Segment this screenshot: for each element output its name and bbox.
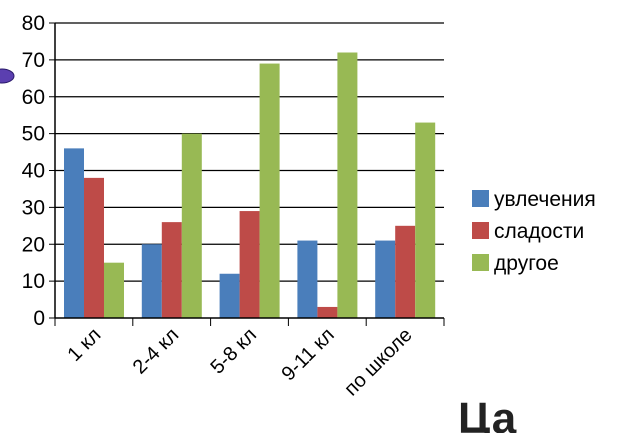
y-tick-label: 10 — [22, 270, 45, 293]
bar-сладости-1 кл — [84, 177, 104, 318]
y-tick-label: 80 — [22, 12, 45, 35]
bars — [64, 52, 436, 318]
x-axis-labels: 1 кл 2-4 кл 5-8 кл 9-11 кл по школе — [63, 324, 416, 400]
bar-увлечения-9-11 кл — [297, 240, 318, 318]
y-axis-ticks: 0 10 20 30 40 50 60 70 80 — [22, 12, 55, 330]
legend-label: увлечения — [494, 188, 596, 211]
legend-swatch — [472, 254, 489, 271]
bar-увлечения-5-8 кл — [219, 273, 240, 318]
partial-heading-text: Ца — [458, 394, 517, 433]
x-category-label: 2-4 кл — [129, 324, 184, 379]
x-category-label: 5-8 кл — [207, 324, 262, 379]
bar-другое-2-4 кл — [181, 133, 202, 318]
gridlines — [55, 22, 444, 282]
y-tick-label: 70 — [22, 49, 45, 72]
bar-сладости-2-4 кл — [161, 222, 182, 318]
axes — [54, 23, 445, 326]
y-tick-label: 40 — [22, 160, 45, 183]
bar-другое-5-8 кл — [259, 63, 280, 318]
bar-другое-9-11 кл — [337, 52, 358, 318]
y-tick-label: 20 — [22, 233, 45, 256]
y-tick-label: 50 — [22, 123, 45, 146]
legend-label: сладости — [494, 220, 584, 243]
legend-label: другое — [494, 252, 559, 275]
y-tick-label: 30 — [22, 196, 45, 219]
purple-ellipse-decoration — [0, 68, 15, 84]
bar-увлечения-1 кл — [64, 148, 84, 318]
legend-swatch — [472, 222, 489, 239]
y-tick-label: 60 — [22, 86, 45, 109]
x-category-label: 1 кл — [63, 324, 105, 366]
legend: увлечения сладости другое — [472, 188, 596, 275]
bar-другое-1 кл — [104, 262, 124, 318]
bar-увлечения-2-4 кл — [141, 244, 162, 318]
x-category-label: 9-11 кл — [277, 324, 338, 385]
bar-сладости-по школе — [395, 225, 416, 318]
bar-другое-по школе — [415, 122, 436, 318]
y-tick-label: 0 — [33, 307, 45, 330]
bar-сладости-5-8 кл — [239, 211, 260, 318]
x-category-label: по школе — [340, 324, 416, 400]
bar-увлечения-по школе — [375, 240, 396, 318]
bar-сладости-9-11 кл — [317, 306, 338, 318]
legend-swatch — [472, 190, 489, 207]
